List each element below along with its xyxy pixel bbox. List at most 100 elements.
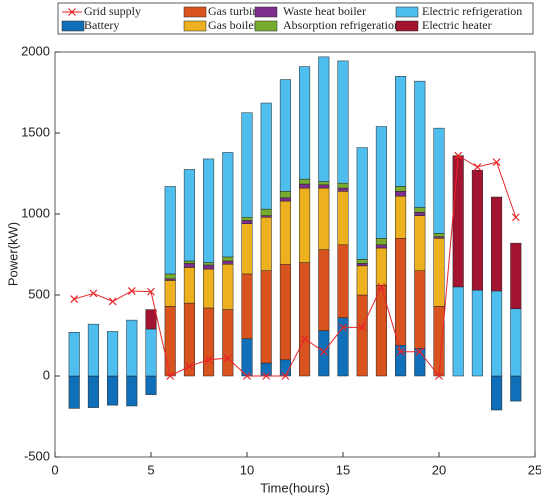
- bar: [107, 331, 119, 377]
- legend-swatch: [395, 20, 419, 32]
- bar: [299, 66, 311, 180]
- bar: [356, 147, 368, 260]
- bar: [222, 260, 234, 265]
- bar: [491, 290, 503, 377]
- bar: [299, 187, 311, 263]
- bar: [164, 186, 176, 275]
- y-tick-label: -500: [24, 448, 50, 463]
- bar: [395, 186, 407, 192]
- bar: [356, 259, 368, 264]
- bar: [126, 375, 138, 407]
- legend-label: Electric heater: [422, 18, 492, 32]
- bar: [279, 200, 291, 265]
- bar: [222, 263, 234, 310]
- bar: [337, 317, 349, 377]
- bar: [279, 191, 291, 199]
- marker: [454, 151, 463, 160]
- bar: [107, 375, 119, 406]
- bar: [203, 264, 215, 270]
- bar: [241, 273, 253, 339]
- marker: [396, 347, 405, 356]
- bar: [164, 306, 176, 377]
- marker: [358, 323, 367, 332]
- legend-marker: [68, 8, 76, 16]
- bar: [414, 348, 426, 377]
- bar: [356, 294, 368, 377]
- marker: [473, 163, 482, 171]
- bar: [471, 170, 483, 291]
- bar: [318, 187, 330, 250]
- marker: [339, 323, 347, 332]
- bar: [222, 309, 234, 377]
- marker: [377, 282, 386, 291]
- y-tick-label: 2000: [21, 43, 50, 58]
- y-axis-label: Power(kW): [5, 222, 20, 286]
- marker: [300, 334, 309, 343]
- x-tick-label: 5: [147, 462, 154, 477]
- bar: [299, 183, 311, 189]
- bar: [337, 244, 349, 318]
- bar: [510, 242, 522, 310]
- y-tick-label: 1500: [21, 124, 50, 139]
- bar: [222, 152, 234, 258]
- bar: [375, 126, 387, 239]
- legend-swatch: [183, 6, 207, 18]
- bar: [145, 375, 157, 395]
- bar: [318, 249, 330, 331]
- bar: [241, 216, 253, 221]
- marker: [511, 213, 520, 222]
- bar: [222, 256, 234, 262]
- bar: [241, 223, 253, 275]
- bar: [433, 127, 445, 234]
- bar: [260, 362, 272, 377]
- bar: [318, 181, 330, 186]
- bar: [299, 178, 311, 185]
- legend-swatch: [61, 20, 85, 32]
- bar: [68, 332, 80, 377]
- bar: [260, 216, 272, 271]
- legend-label: Gas boiler: [208, 18, 258, 32]
- marker: [262, 372, 271, 380]
- legend-label: Battery: [84, 18, 119, 32]
- marker: [492, 158, 501, 167]
- bar: [318, 184, 330, 189]
- bar: [375, 244, 387, 249]
- bar: [241, 338, 253, 377]
- bar: [203, 262, 215, 266]
- bar: [337, 60, 349, 184]
- marker: [166, 372, 175, 380]
- marker: [185, 362, 194, 371]
- bar: [414, 80, 426, 208]
- bar: [395, 191, 407, 197]
- bar: [87, 323, 99, 377]
- y-tick-label: 1000: [21, 205, 50, 220]
- bar: [395, 344, 407, 377]
- bar: [510, 308, 522, 377]
- bar: [433, 306, 445, 377]
- bar: [318, 56, 330, 182]
- marker: [70, 295, 79, 303]
- bar: [414, 215, 426, 271]
- bar: [260, 270, 272, 364]
- bar: [395, 76, 407, 187]
- line: [74, 154, 517, 378]
- marker: [108, 297, 117, 306]
- bar: [452, 155, 464, 288]
- bar: [491, 196, 503, 292]
- bar: [356, 265, 368, 296]
- marker: [415, 347, 424, 356]
- marker: [204, 355, 213, 364]
- x-tick-label: 25: [528, 462, 541, 477]
- bar: [183, 263, 195, 268]
- bar: [433, 238, 445, 307]
- bar: [183, 169, 195, 262]
- marker: [127, 287, 136, 295]
- legend-box: [57, 2, 534, 35]
- marker: [147, 287, 155, 296]
- legend-label: Grid supply: [84, 4, 141, 18]
- x-tick-label: 20: [432, 462, 446, 477]
- bar: [279, 263, 291, 361]
- legend-label: Absorption refrigeration: [283, 18, 400, 32]
